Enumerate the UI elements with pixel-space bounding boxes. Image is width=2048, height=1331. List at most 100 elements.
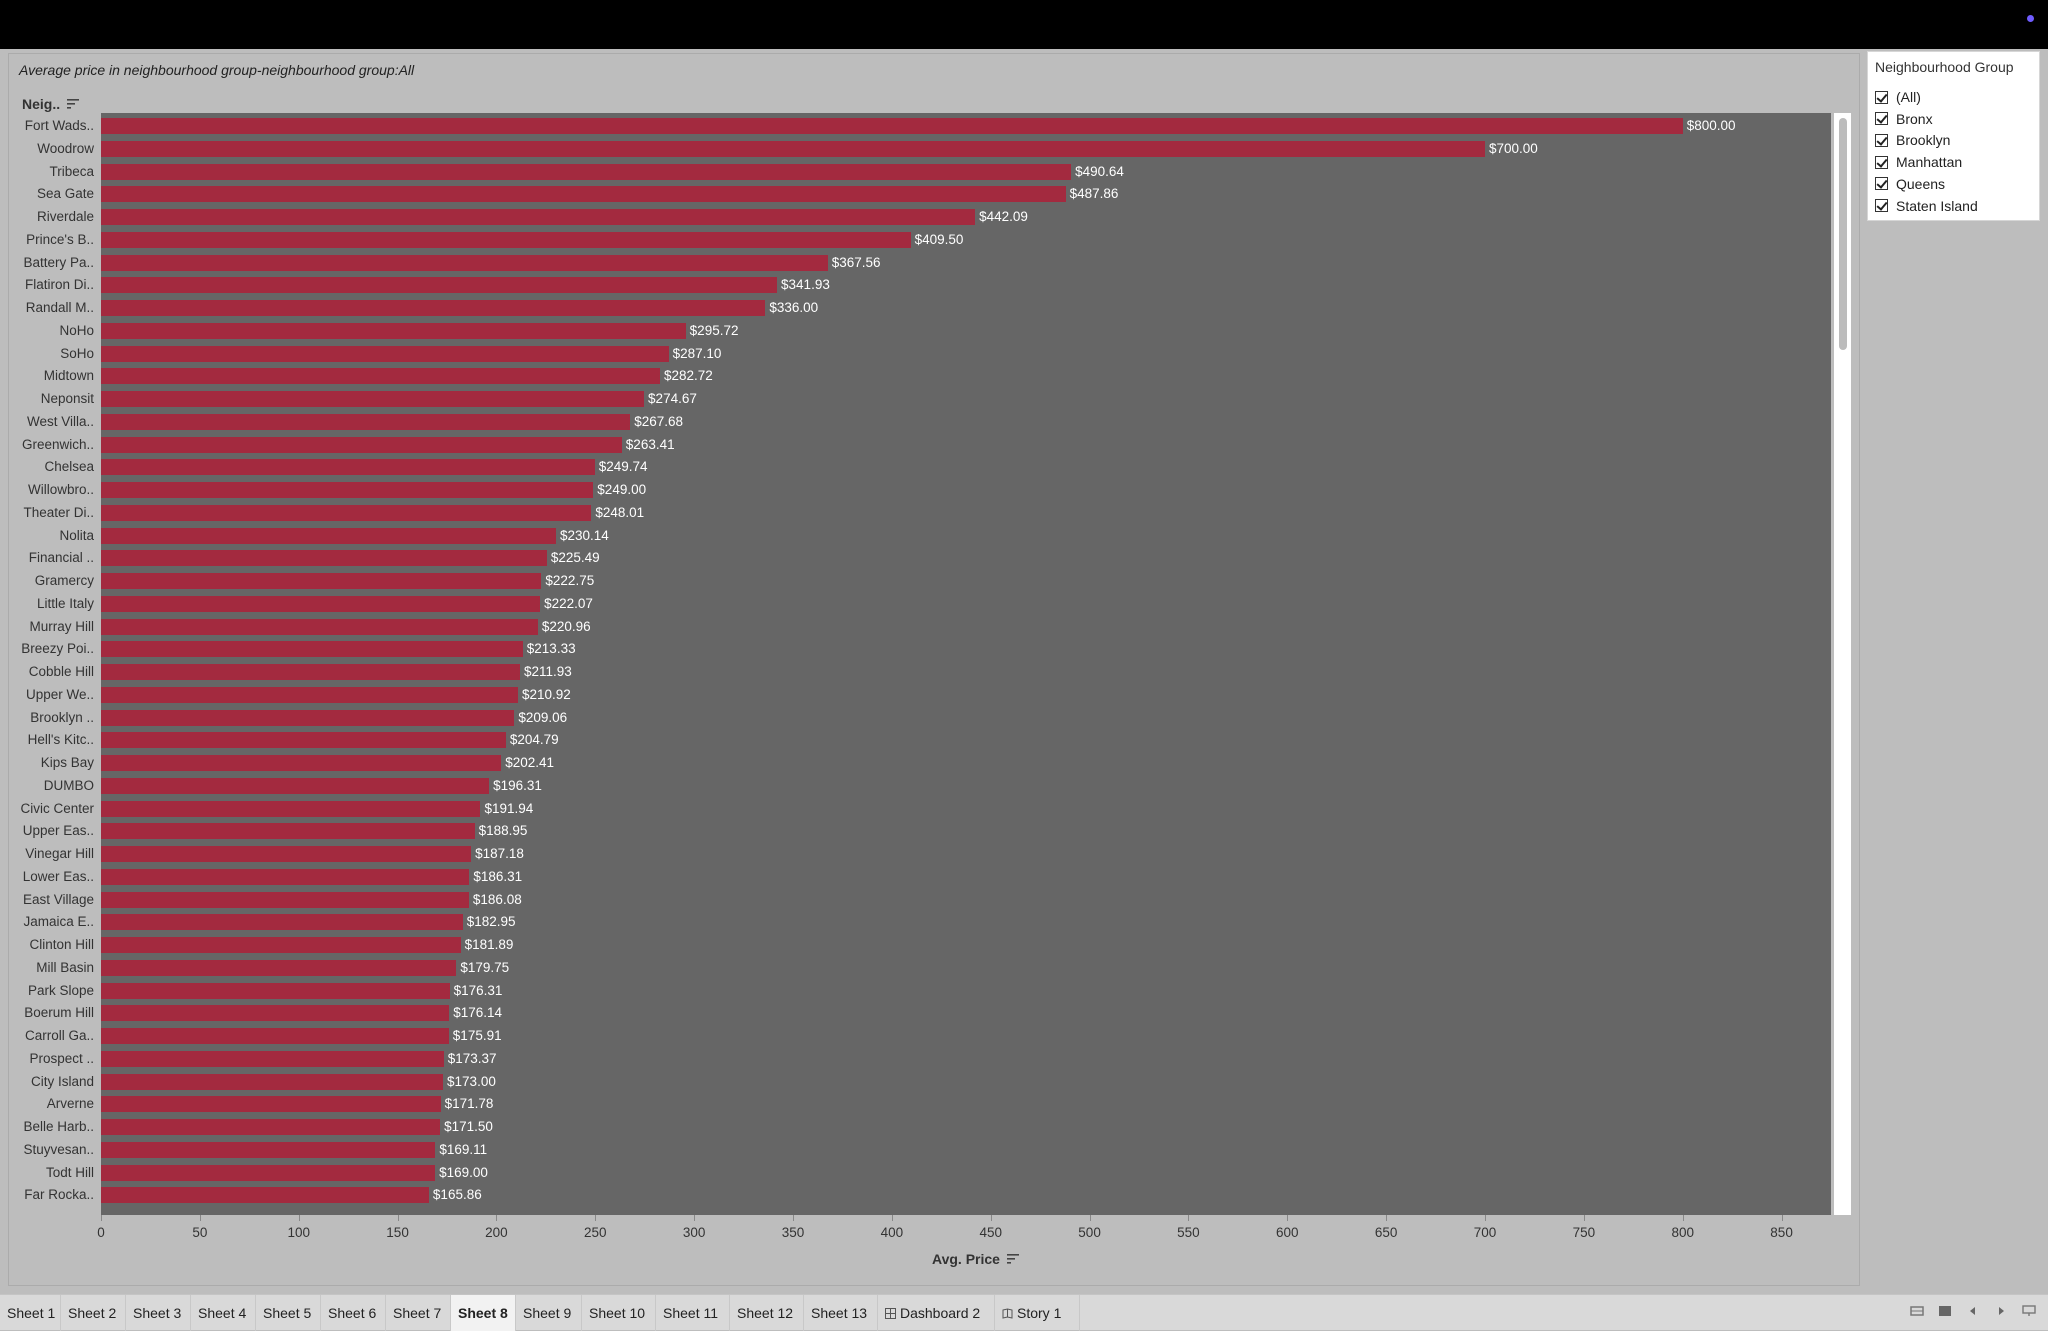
presentation-mode-icon[interactable] — [2022, 1305, 2036, 1317]
category-label[interactable]: Gramercy — [34, 573, 94, 588]
bar[interactable] — [101, 300, 766, 316]
category-label[interactable]: Todt Hill — [45, 1164, 94, 1180]
bar[interactable] — [101, 641, 523, 658]
tab-sheet-5[interactable]: Sheet 5 — [256, 1295, 321, 1331]
category-label[interactable]: Prince's B.. — [26, 231, 94, 247]
row-header[interactable]: Neig.. — [22, 96, 80, 112]
bar[interactable] — [101, 391, 645, 407]
bar[interactable] — [101, 459, 595, 476]
legend-item[interactable]: (All) — [1875, 89, 1921, 105]
bar[interactable] — [101, 1096, 441, 1113]
bar[interactable] — [101, 345, 669, 362]
bar[interactable] — [101, 413, 631, 430]
bar[interactable] — [101, 1005, 450, 1022]
bar[interactable] — [101, 231, 911, 248]
category-label[interactable]: Prospect .. — [29, 1050, 94, 1066]
category-label[interactable]: Cobble Hill — [28, 664, 94, 679]
bar[interactable] — [101, 937, 461, 953]
checkbox-checked-icon[interactable] — [1875, 90, 1888, 104]
category-label[interactable]: Randall M.. — [25, 300, 94, 315]
bar[interactable] — [101, 209, 976, 225]
category-label[interactable]: Tribeca — [49, 163, 94, 179]
tab-sheet-2[interactable]: Sheet 2 — [61, 1295, 126, 1331]
checkbox-checked-icon[interactable] — [1875, 112, 1888, 126]
bar[interactable] — [101, 664, 521, 680]
bar[interactable] — [101, 550, 547, 567]
category-label[interactable]: Hell's Kitc.. — [27, 732, 94, 748]
bar[interactable] — [101, 732, 506, 749]
scrollbar-thumb[interactable] — [1839, 118, 1847, 350]
tab-sheet-11[interactable]: Sheet 11 — [656, 1295, 730, 1331]
category-label[interactable]: Boerum Hill — [24, 1005, 94, 1021]
bar[interactable] — [101, 163, 1072, 180]
category-label[interactable]: Vinegar Hill — [25, 846, 94, 861]
legend-item[interactable]: Bronx — [1875, 111, 1933, 127]
bar[interactable] — [101, 1187, 429, 1204]
category-label[interactable]: Breezy Poi.. — [21, 641, 94, 657]
sort-icon[interactable] — [1006, 1253, 1020, 1265]
checkbox-checked-icon[interactable] — [1875, 199, 1888, 212]
bar[interactable] — [101, 1164, 436, 1181]
tab-sheet-12[interactable]: Sheet 12 — [730, 1295, 804, 1331]
tab-sheet-7[interactable]: Sheet 7 — [386, 1295, 451, 1331]
legend-item[interactable]: Queens — [1875, 176, 1945, 192]
checkbox-checked-icon[interactable] — [1875, 133, 1888, 147]
category-label[interactable]: Murray Hill — [29, 618, 94, 634]
bar[interactable] — [101, 436, 622, 453]
scroll-left-icon[interactable] — [1966, 1305, 1980, 1317]
bar[interactable] — [101, 1050, 444, 1067]
category-label[interactable]: Woodrow — [37, 140, 94, 156]
bar[interactable] — [101, 618, 538, 635]
bar[interactable] — [101, 982, 450, 999]
vertical-scrollbar[interactable] — [1834, 113, 1851, 1215]
tab-sheet-8[interactable]: Sheet 8 — [451, 1295, 516, 1331]
grid-view-icon[interactable] — [1910, 1305, 1924, 1317]
category-label[interactable]: Stuyvesan.. — [23, 1141, 94, 1157]
checkbox-checked-icon[interactable] — [1875, 177, 1888, 191]
bar[interactable] — [101, 595, 541, 612]
category-label[interactable]: SoHo — [60, 345, 94, 361]
bar[interactable] — [101, 914, 463, 931]
bar[interactable] — [101, 1073, 444, 1090]
bar[interactable] — [101, 1141, 436, 1158]
category-label[interactable]: Little Italy — [36, 595, 94, 611]
tab-sheet-3[interactable]: Sheet 3 — [126, 1295, 191, 1331]
tab-sheet-4[interactable]: Sheet 4 — [191, 1295, 256, 1331]
category-label[interactable]: DUMBO — [43, 777, 94, 793]
category-label[interactable]: Theater Di.. — [23, 504, 94, 520]
category-label[interactable]: Mill Basin — [36, 959, 94, 975]
category-label[interactable]: Far Rocka.. — [24, 1187, 94, 1203]
bar[interactable] — [101, 504, 592, 521]
category-label[interactable]: Chelsea — [44, 459, 94, 475]
category-label[interactable]: Carroll Ga.. — [24, 1028, 94, 1043]
category-label[interactable]: Lower Eas.. — [22, 868, 94, 884]
bar[interactable] — [101, 800, 481, 817]
bar[interactable] — [101, 573, 542, 589]
bar[interactable] — [101, 1028, 449, 1044]
legend-item[interactable]: Staten Island — [1875, 198, 1978, 214]
bar[interactable] — [101, 686, 519, 703]
bar[interactable] — [101, 186, 1066, 203]
tab-sheet-10[interactable]: Sheet 10 — [582, 1295, 656, 1331]
category-label[interactable]: Park Slope — [27, 982, 94, 998]
category-label[interactable]: Financial .. — [28, 550, 94, 566]
category-label[interactable]: Civic Center — [20, 800, 94, 816]
bar[interactable] — [101, 482, 594, 498]
category-label[interactable]: Clinton Hill — [29, 937, 94, 952]
tab-sheet-6[interactable]: Sheet 6 — [321, 1295, 386, 1331]
bar[interactable] — [101, 891, 469, 908]
category-label[interactable]: NoHo — [59, 322, 94, 338]
category-label[interactable]: Willowbro.. — [27, 482, 94, 497]
bar[interactable] — [101, 1119, 441, 1135]
checkbox-checked-icon[interactable] — [1875, 155, 1888, 169]
filmstrip-view-icon[interactable] — [1938, 1305, 1952, 1317]
bar[interactable] — [101, 868, 470, 885]
category-label[interactable]: Midtown — [43, 368, 94, 384]
bar[interactable] — [101, 322, 686, 339]
bar[interactable] — [101, 118, 1683, 134]
tab-sheet-1[interactable]: Sheet 1 — [0, 1295, 61, 1331]
category-label[interactable]: Nolita — [59, 527, 94, 543]
category-label[interactable]: West Villa.. — [26, 413, 94, 429]
bar[interactable] — [101, 777, 490, 794]
tab-story-1[interactable]: Story 1 — [995, 1295, 1080, 1331]
